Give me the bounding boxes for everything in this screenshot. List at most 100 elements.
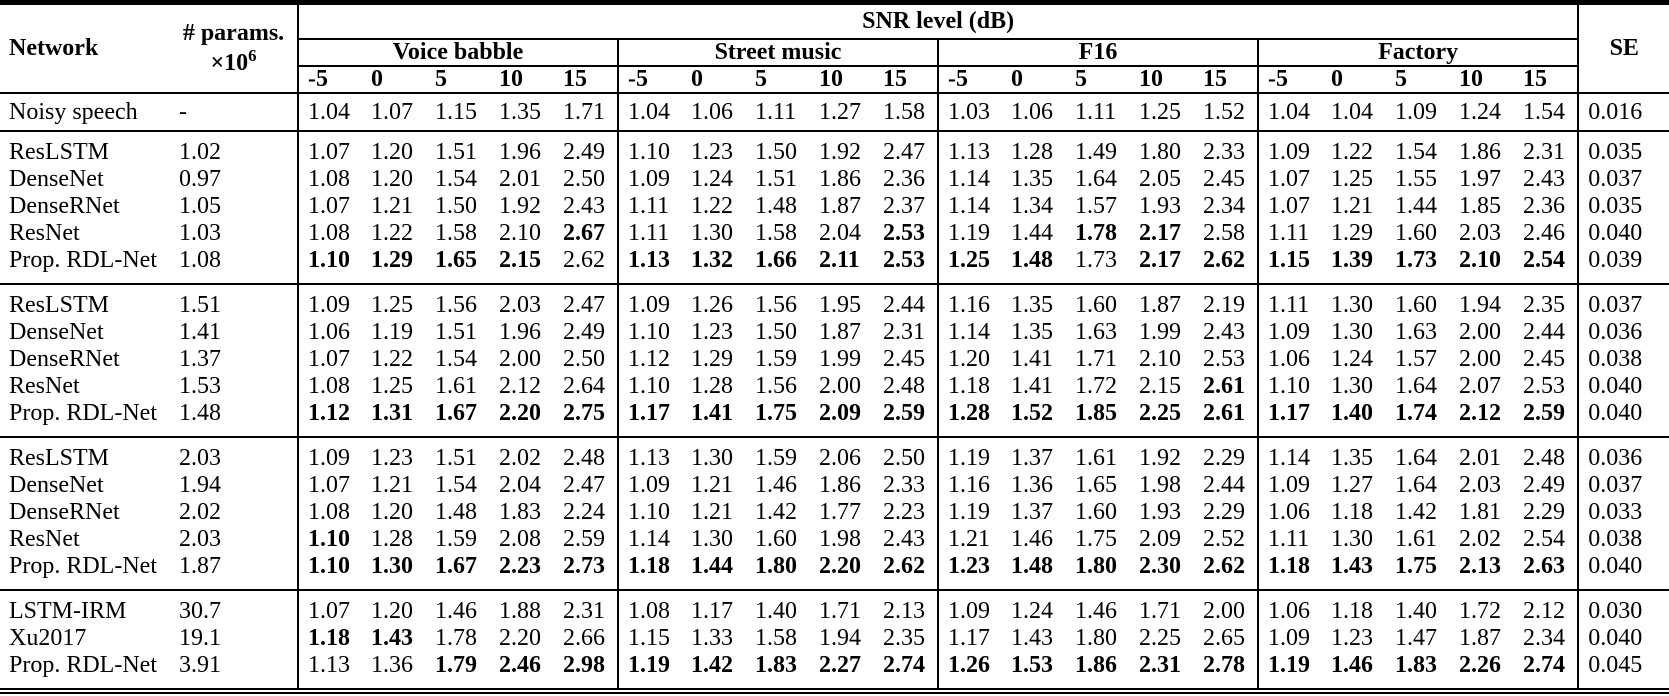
metric-cell: 1.28 xyxy=(937,400,1002,438)
metric-cell: 2.24 xyxy=(563,499,605,526)
se-value: 0.035 xyxy=(1577,131,1669,167)
metric-cell: 1.15 xyxy=(435,98,477,125)
header-params: # params. ×106 xyxy=(170,3,298,94)
metric-cell: 1.43 xyxy=(371,625,413,652)
metric-cell: 1.10 xyxy=(617,499,682,527)
metric-cell: 1.52 xyxy=(1011,400,1053,427)
metric-cell: 1.83 xyxy=(755,652,797,679)
metric-cell: 1.36 xyxy=(371,652,413,679)
metric-cell: 1.29 xyxy=(1331,220,1373,247)
metric-cell: 2.46 xyxy=(1523,220,1565,247)
metric-cell: 1.23 xyxy=(1331,625,1373,652)
metric-cell: 1.54 xyxy=(435,472,477,499)
network-label: DenseNet xyxy=(9,166,104,193)
metric-cell: 2.47 xyxy=(563,292,605,319)
network-label: ResLSTM xyxy=(9,139,110,166)
metric-cell: 1.46 xyxy=(435,598,477,625)
metric-cell: 1.44 xyxy=(1395,193,1437,220)
metric-cell: 1.13 xyxy=(617,437,682,473)
metric-cell: 1.52 xyxy=(1203,98,1245,125)
metric-cell: 2.12 xyxy=(1459,400,1501,427)
table-row: DenseRNet 1.05 1.07 1.21 1.50 1.92 2.43 1.11 1.2… xyxy=(0,193,1669,221)
network-label: ResLSTM xyxy=(9,445,110,472)
se-value: 0.037 xyxy=(1577,472,1669,500)
metric-cell: 1.59 xyxy=(755,445,797,472)
metric-cell: 1.23 xyxy=(691,139,733,166)
snr-level-header: 15 xyxy=(883,66,907,93)
metric-cell: 1.37 xyxy=(1011,499,1053,526)
metric-cell: 1.04 xyxy=(1331,98,1373,125)
metric-cell: 1.78 xyxy=(435,625,477,652)
metric-cell: 1.51 xyxy=(435,445,477,472)
metric-cell: 1.20 xyxy=(371,499,413,526)
params-value: 2.02 xyxy=(179,499,221,526)
metric-cell: 1.10 xyxy=(617,131,682,167)
network-label: DenseRNet xyxy=(9,193,120,220)
metric-cell: 1.61 xyxy=(435,373,477,400)
snr-level-header: 15 xyxy=(1523,66,1547,93)
metric-cell: 1.75 xyxy=(755,400,797,427)
metric-cell: 1.48 xyxy=(755,193,797,220)
metric-cell: 1.07 xyxy=(1257,193,1322,221)
metric-cell: 1.21 xyxy=(371,472,413,499)
metric-cell: 1.86 xyxy=(819,166,861,193)
metric-cell: 1.24 xyxy=(1331,346,1373,373)
metric-cell: 1.46 xyxy=(755,472,797,499)
metric-cell: 2.43 xyxy=(1523,166,1565,193)
table-row: ResLSTM 1.51 1.09 1.25 1.56 2.03 2.47 1.09 1.26 1… xyxy=(0,284,1669,320)
metric-cell: 1.21 xyxy=(691,472,733,499)
table-row: Prop. RDL-Net 3.91 1.13 1.36 1.79 2.46 2.98 1.1… xyxy=(0,652,1669,692)
metric-cell: 2.19 xyxy=(1203,292,1245,319)
table-row: Prop. RDL-Net 1.48 1.12 1.31 1.67 2.20 2.75 1.1… xyxy=(0,400,1669,438)
metric-cell: 1.10 xyxy=(297,247,362,285)
metric-cell: 1.50 xyxy=(435,193,477,220)
network-label: DenseNet xyxy=(9,319,104,346)
se-value: 0.045 xyxy=(1577,652,1669,692)
metric-cell: 2.31 xyxy=(883,319,925,346)
metric-cell: 1.32 xyxy=(691,247,733,274)
metric-cell: 1.58 xyxy=(883,98,925,125)
metric-cell: 1.06 xyxy=(1257,499,1322,527)
metric-cell: 1.15 xyxy=(1257,247,1322,285)
metric-cell: 1.30 xyxy=(691,220,733,247)
metric-cell: 2.98 xyxy=(563,652,605,679)
metric-cell: 1.07 xyxy=(371,98,413,125)
metric-cell: 2.36 xyxy=(883,166,925,193)
network-label: DenseNet xyxy=(9,472,104,499)
metric-cell: 2.09 xyxy=(819,400,861,427)
section-reference-methods: LSTM-IRM 30.7 1.07 1.20 1.46 1.88 2.31 1.08 1.17… xyxy=(0,590,1669,692)
metric-cell: 2.35 xyxy=(1523,292,1565,319)
metric-cell: 2.50 xyxy=(563,166,605,193)
metric-cell: 2.43 xyxy=(563,193,605,220)
metric-cell: 2.04 xyxy=(499,472,541,499)
metric-cell: 2.62 xyxy=(883,553,925,580)
metric-cell: 1.30 xyxy=(1331,373,1373,400)
metric-cell: 2.43 xyxy=(1203,319,1245,346)
metric-cell: 2.04 xyxy=(819,220,861,247)
metric-cell: 2.15 xyxy=(1139,373,1181,400)
metric-cell: 1.59 xyxy=(435,526,477,553)
metric-cell: 1.07 xyxy=(297,590,362,626)
noise-type-header: Factory xyxy=(1256,39,1579,68)
metric-cell: 1.19 xyxy=(937,499,1002,527)
metric-cell: 2.44 xyxy=(883,292,925,319)
metric-cell: 1.55 xyxy=(1395,166,1437,193)
params-value: - xyxy=(179,98,187,125)
metric-cell: 1.17 xyxy=(937,625,1002,653)
metric-cell: 2.15 xyxy=(499,247,541,274)
table-row: ResLSTM 2.03 1.09 1.23 1.51 2.02 2.48 1.13 1.30 1… xyxy=(0,437,1669,473)
se-value: 0.033 xyxy=(1577,499,1669,527)
metric-cell: 2.20 xyxy=(499,625,541,652)
metric-cell: 1.17 xyxy=(1257,400,1322,438)
metric-cell: 1.24 xyxy=(691,166,733,193)
metric-cell: 1.86 xyxy=(1075,652,1117,679)
metric-cell: 1.07 xyxy=(1257,166,1322,194)
metric-cell: 1.41 xyxy=(691,400,733,427)
metric-cell: 1.30 xyxy=(1331,292,1373,319)
metric-cell: 1.06 xyxy=(1011,98,1053,125)
metric-cell: 1.40 xyxy=(755,598,797,625)
metric-cell: 2.44 xyxy=(1523,319,1565,346)
metric-cell: 2.20 xyxy=(499,400,541,427)
se-value: 0.040 xyxy=(1577,625,1669,653)
